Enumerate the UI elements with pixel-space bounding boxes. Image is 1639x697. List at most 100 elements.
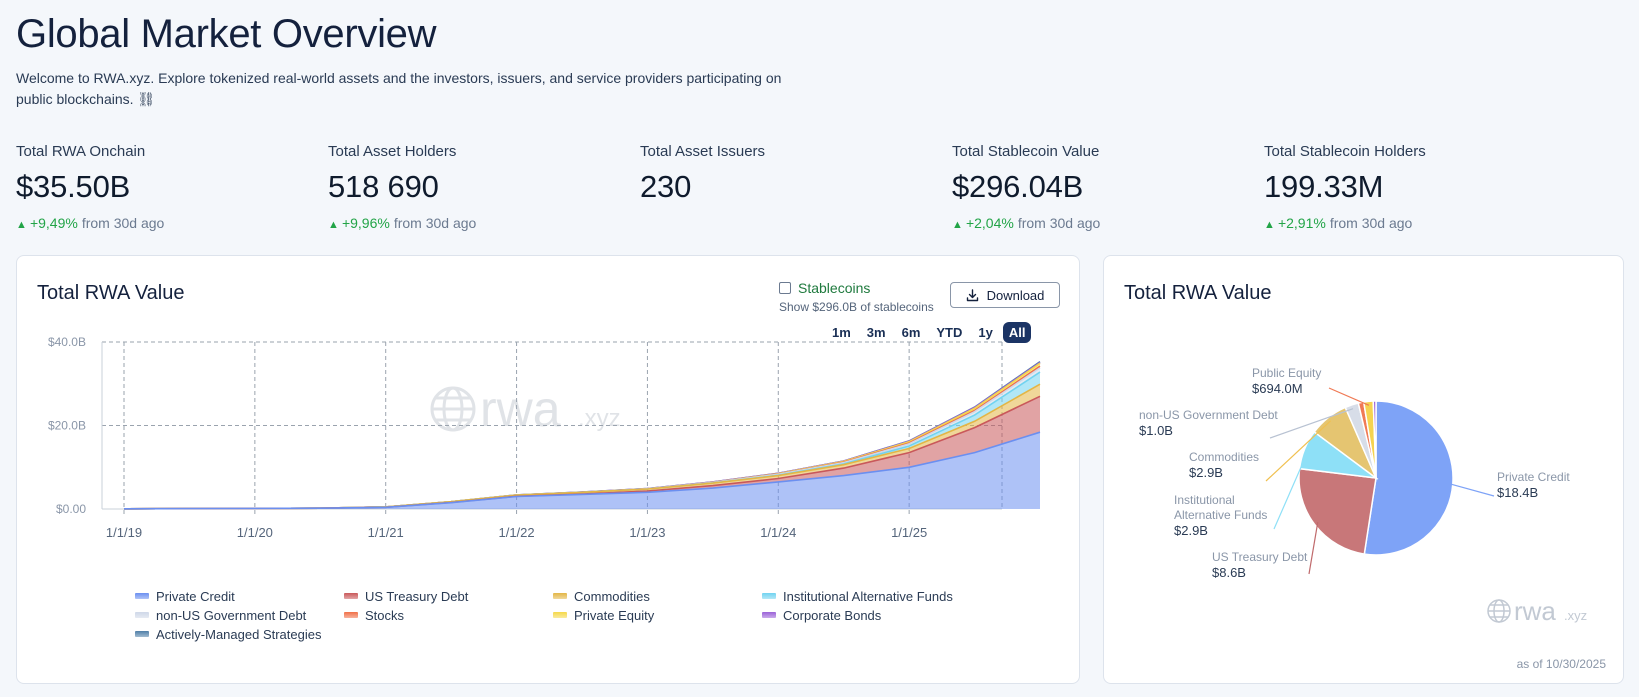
- stablecoin-label[interactable]: Stablecoins: [798, 280, 871, 296]
- pie-value-label: $8.6B: [1212, 565, 1246, 580]
- y-tick-label: $0.00: [56, 502, 86, 516]
- stablecoin-subtext: Show $296.0B of stablecoins: [779, 300, 934, 314]
- legend-swatch: [344, 593, 358, 599]
- change-percent: ▲ +9,49%: [16, 215, 78, 231]
- line-private-credit: [123, 431, 1041, 510]
- watermark-suffix: .xyz: [578, 405, 621, 432]
- pie-leader-public-equity: [1328, 387, 1370, 406]
- x-tick-label: 1/1/20: [237, 525, 273, 540]
- change-period: from 30d ago: [81, 215, 165, 231]
- legend-item[interactable]: Actively-Managed Strategies: [135, 626, 344, 642]
- stat-value: 199.33M: [1264, 169, 1384, 204]
- pie-category-label: Alternative Funds: [1174, 508, 1267, 522]
- rwa-watermark: rwa .xyz: [430, 381, 621, 437]
- range-button-1y[interactable]: 1y: [978, 325, 993, 340]
- stat-value: 230: [640, 169, 692, 204]
- pie-leader-private-credit: [1448, 483, 1495, 497]
- stat-label: Total Asset Holders: [328, 143, 457, 160]
- pie-card-title: Total RWA Value: [1124, 282, 1272, 304]
- change-percent: ▲ +2,91%: [1264, 215, 1326, 231]
- legend-swatch: [135, 631, 149, 637]
- stat-card: Total RWA Onchain $35.50B ▲ +9,49% from 30d…: [16, 143, 316, 231]
- legend-label: Institutional Alternative Funds: [783, 588, 953, 604]
- range-button-3m[interactable]: 3m: [866, 325, 886, 340]
- legend-label: Commodities: [574, 588, 650, 604]
- stablecoin-checkbox[interactable]: [779, 282, 791, 294]
- rwa-logo-suffix: .xyz: [1564, 608, 1587, 623]
- change-period: from 30d ago: [1329, 215, 1413, 231]
- change-period: from 30d ago: [393, 215, 477, 231]
- stat-change: ▲ +9,49% from 30d ago: [16, 215, 316, 231]
- pie-value-label: $694.0M: [1252, 381, 1303, 396]
- pie-category-label: Public Equity: [1252, 366, 1321, 380]
- legend-swatch: [135, 612, 149, 618]
- stablecoin-toggle[interactable]: Stablecoins Show $296.0B of stablecoins: [779, 280, 934, 314]
- as-of-date: as of 10/30/2025: [1516, 657, 1606, 671]
- y-tick-label: $20.0B: [48, 419, 86, 433]
- download-button[interactable]: Download: [950, 282, 1060, 308]
- pie-leader-us-treasury-debt: [1308, 521, 1319, 575]
- legend-item[interactable]: US Treasury Debt: [344, 588, 553, 604]
- stat-change: ▲ +2,04% from 30d ago: [952, 215, 1252, 231]
- stat-value: $35.50B: [16, 169, 131, 204]
- rwa-value-pie-card: Private Credit $18.4B US Treasury Debt $8.6…: [1103, 255, 1624, 684]
- legend-item[interactable]: Institutional Alternative Funds: [762, 588, 1022, 604]
- legend-label: Private Equity: [574, 607, 655, 623]
- up-arrow-icon: ▲: [16, 219, 30, 231]
- rwa-logo: rwa .xyz: [1487, 598, 1587, 626]
- legend-item[interactable]: Commodities: [553, 588, 762, 604]
- download-icon: [966, 288, 979, 302]
- pie-value-label: $2.9B: [1174, 523, 1208, 538]
- pie-category-label: Commodities: [1189, 450, 1259, 464]
- range-button-6m[interactable]: 6m: [901, 325, 921, 340]
- legend-swatch: [135, 593, 149, 599]
- change-value: +9,96%: [341, 215, 390, 231]
- stat-label: Total RWA Onchain: [16, 143, 146, 160]
- legend-item[interactable]: Private Equity: [553, 607, 762, 623]
- stat-value: $296.04B: [952, 169, 1084, 204]
- stat-change: ▲ +2,91% from 30d ago: [1264, 215, 1564, 231]
- range-button-ytd[interactable]: YTD: [936, 325, 963, 340]
- x-tick-label: 1/1/24: [760, 525, 796, 540]
- rwa-value-area-card: rwa .xyz $0.00 $20.0B $40.0B 1/1/19 1/1/20 1/1/…: [16, 255, 1080, 684]
- pie-leader-commodities: [1265, 420, 1332, 482]
- range-button-1m[interactable]: 1m: [832, 325, 851, 340]
- range-selector: 1m 3m 6m YTD 1y All: [826, 322, 1032, 343]
- rwa-logo-text: rwa: [1514, 598, 1556, 626]
- pie-value-label: $18.4B: [1497, 485, 1538, 500]
- stat-card: Total Asset Holders 518 690 ▲ +9,96% from 3…: [328, 143, 628, 231]
- pie-value-label: $2.9B: [1189, 465, 1223, 480]
- legend-item[interactable]: Stocks: [344, 607, 553, 623]
- change-period: from 30d ago: [1017, 215, 1101, 231]
- stat-label: Total Stablecoin Holders: [1264, 143, 1426, 160]
- stat-label: Total Stablecoin Value: [952, 143, 1100, 160]
- area-private-credit: [124, 432, 1040, 509]
- pie-slice-us-treasury-debt: [1298, 467, 1377, 555]
- pie-category-label: non-US Government Debt: [1139, 408, 1278, 422]
- legend-label: US Treasury Debt: [365, 588, 469, 604]
- x-tick-label: 1/1/22: [498, 525, 534, 540]
- area-legend: Private Credit US Treasury Debt Commoditie…: [135, 588, 1035, 642]
- legend-item[interactable]: Private Credit: [135, 588, 344, 604]
- area-card-title: Total RWA Value: [37, 282, 185, 304]
- stat-card: Total Stablecoin Holders 199.33M ▲ +2,91% f…: [1264, 143, 1564, 231]
- change-percent: ▲ +9,96%: [328, 215, 390, 231]
- range-button-all[interactable]: All: [1002, 322, 1032, 343]
- up-arrow-icon: ▲: [328, 219, 342, 231]
- globe-icon: [430, 386, 476, 432]
- pie-chart: Private Credit$18.4B US Treasury Debt$8.6…: [1139, 366, 1570, 580]
- page-title: Global Market Overview: [16, 12, 437, 56]
- legend-item[interactable]: Corporate Bonds: [762, 607, 1022, 623]
- pie-category-label: US Treasury Debt: [1212, 550, 1308, 564]
- globe-icon: [1487, 599, 1511, 623]
- change-percent: ▲ +2,04%: [952, 215, 1014, 231]
- x-tick-label: 1/1/19: [106, 525, 142, 540]
- x-tick-label: 1/1/25: [891, 525, 927, 540]
- stat-label: Total Asset Issuers: [640, 143, 766, 160]
- pie-leader-institutional-alternative-funds: [1273, 450, 1309, 530]
- change-value: +9,49%: [29, 215, 78, 231]
- legend-item[interactable]: non-US Government Debt: [135, 607, 344, 623]
- intro-text: Welcome to RWA.xyz. Explore tokenized re…: [16, 70, 782, 107]
- watermark-text: rwa: [480, 381, 561, 437]
- change-value: +2,91%: [1277, 215, 1326, 231]
